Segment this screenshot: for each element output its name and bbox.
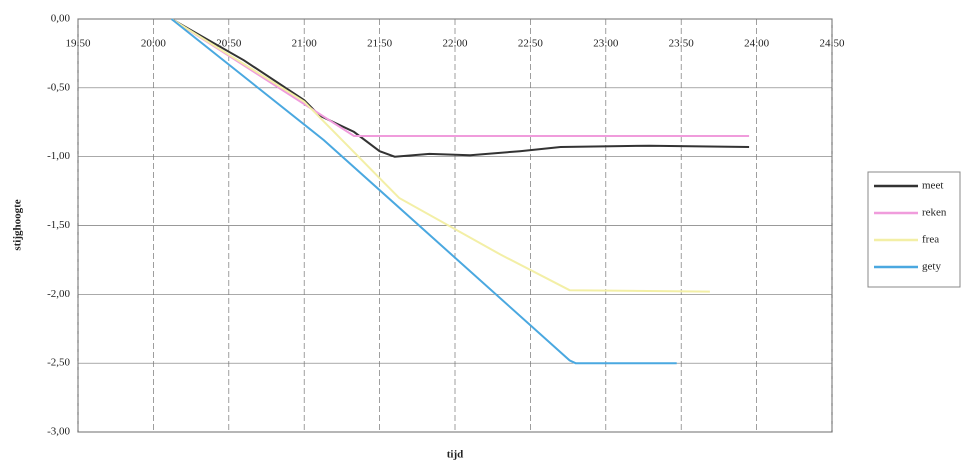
y-tick-label: -2,50 — [47, 357, 70, 369]
x-tick-label: 22:00 — [442, 38, 468, 50]
y-tick-label: -3,00 — [47, 426, 70, 438]
series-line — [170, 18, 710, 293]
y-tick-label: -0,50 — [47, 81, 70, 93]
x-tick-label: 21:00 — [292, 38, 318, 50]
y-tick-label: -2,00 — [47, 288, 70, 300]
x-tick-label: 24:50 — [819, 38, 845, 50]
legend-label: gety — [922, 261, 941, 273]
series-line — [170, 18, 677, 365]
x-tick-label: 23:50 — [669, 38, 695, 50]
legend — [867, 171, 961, 288]
legend-label: frea — [922, 234, 939, 246]
x-tick-label: 20:50 — [216, 38, 242, 50]
x-tick-label: 22:50 — [518, 38, 544, 50]
y-tick-label: -1,50 — [47, 219, 70, 231]
x-tick-label: 19:50 — [65, 38, 91, 50]
x-tick-label: 21:50 — [367, 38, 393, 50]
y-axis-title: stijghoogte — [12, 199, 24, 250]
x-tick-label: 20:00 — [141, 38, 167, 50]
series-line — [171, 18, 750, 158]
x-tick-label: 24:00 — [744, 38, 770, 50]
legend-label: meet — [922, 180, 943, 192]
x-axis-title: tijd — [447, 449, 464, 461]
y-tick-label: -1,00 — [47, 150, 70, 162]
x-tick-label: 23:00 — [593, 38, 619, 50]
legend-label: reken — [922, 207, 947, 219]
y-tick-label: 0,00 — [51, 13, 71, 25]
